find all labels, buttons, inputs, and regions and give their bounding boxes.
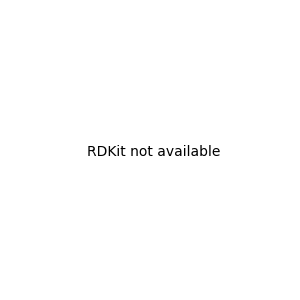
Text: RDKit not available: RDKit not available xyxy=(87,145,220,158)
